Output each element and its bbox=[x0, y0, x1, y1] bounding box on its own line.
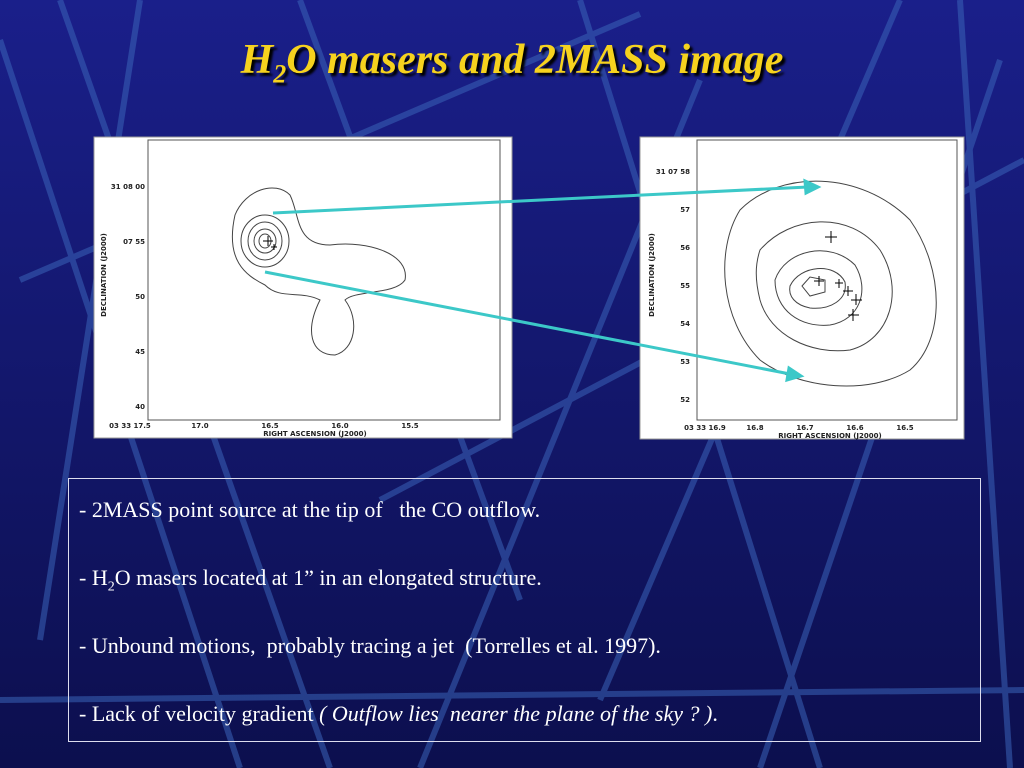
bullet-italic: ( Outflow lies nearer the plane of the s… bbox=[319, 701, 713, 726]
bullet: - H2O masers located at 1” in an elongat… bbox=[79, 565, 542, 595]
x-axis-label: RIGHT ASCENSION (J2000) bbox=[263, 430, 366, 438]
y-tick-label: 53 bbox=[680, 358, 690, 366]
x-tick-label: 16.7 bbox=[796, 424, 813, 432]
x-tick-label: 03 33 17.5 bbox=[109, 422, 151, 430]
slide-title: H2O masers and 2MASS image bbox=[0, 36, 1024, 89]
bullet-text: - Unbound motions, probably tracing a je… bbox=[79, 633, 661, 658]
x-tick-label: 15.5 bbox=[401, 422, 418, 430]
y-tick-label: 57 bbox=[680, 206, 690, 214]
x-axis-label: RIGHT ASCENSION (J2000) bbox=[778, 432, 881, 440]
text-box: - 2MASS point source at the tip of the C… bbox=[68, 478, 981, 742]
connector-arrows bbox=[264, 178, 822, 383]
title-text: H bbox=[240, 37, 274, 83]
maser-crosses bbox=[814, 231, 862, 321]
bullet-text: . bbox=[712, 701, 718, 726]
x-tick-label: 16.5 bbox=[261, 422, 278, 430]
bullet: - Unbound motions, probably tracing a je… bbox=[79, 633, 661, 659]
plot-frame bbox=[147, 139, 501, 421]
title-subscript: 2 bbox=[273, 59, 287, 89]
y-tick-label: 50 bbox=[135, 293, 145, 301]
y-tick-label: 45 bbox=[135, 348, 145, 356]
x-tick-label: 17.0 bbox=[191, 422, 208, 430]
x-tick-label: 16.8 bbox=[746, 424, 763, 432]
bullet-text: - H bbox=[79, 565, 108, 590]
bullet: - Lack of velocity gradient ( Outflow li… bbox=[79, 701, 718, 727]
maser-crosses bbox=[263, 236, 277, 250]
y-tick-label: 07 55 bbox=[123, 238, 145, 246]
contours bbox=[724, 180, 937, 387]
y-tick-label: 54 bbox=[680, 320, 690, 328]
x-tick-label: 03 33 16.9 bbox=[684, 424, 726, 432]
y-tick-label: 31 08 00 bbox=[111, 183, 145, 191]
x-tick-label: 16.5 bbox=[896, 424, 913, 432]
y-tick-label: 55 bbox=[680, 282, 690, 290]
plot-frame bbox=[696, 139, 958, 421]
x-tick-label: 16.0 bbox=[331, 422, 348, 430]
y-tick-label: 52 bbox=[680, 396, 690, 404]
x-tick-label: 16.6 bbox=[846, 424, 863, 432]
bullet: - 2MASS point source at the tip of the C… bbox=[79, 497, 540, 523]
title-text: O masers and 2MASS image bbox=[286, 37, 784, 83]
y-axis-label: DECLINATION (J2000) bbox=[100, 233, 108, 317]
y-tick-label: 40 bbox=[135, 403, 145, 411]
y-axis-label: DECLINATION (J2000) bbox=[648, 233, 656, 317]
figure-left bbox=[93, 136, 513, 439]
figure-panel bbox=[93, 136, 513, 439]
y-tick-label: 31 07 58 bbox=[656, 168, 690, 176]
bullet-text: - 2MASS point source at the tip of the C… bbox=[79, 497, 541, 522]
y-tick-label: 56 bbox=[680, 244, 690, 252]
bullet-text: O masers located at 1” in an elongated s… bbox=[114, 565, 542, 590]
bullet-subscript: 2 bbox=[107, 579, 115, 595]
bullet-text: - Lack of velocity gradient bbox=[79, 701, 320, 726]
